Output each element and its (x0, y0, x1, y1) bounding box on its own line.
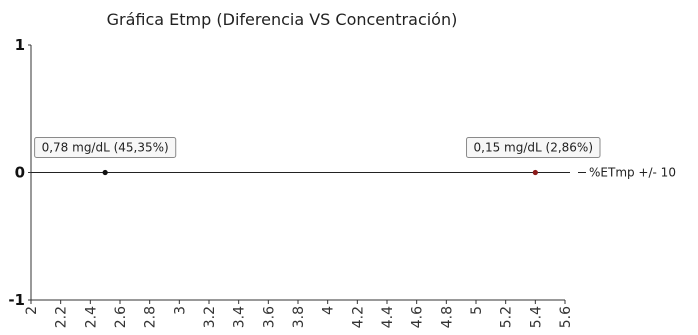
data-point-label: 0,15 mg/dL (2,86%) (474, 141, 593, 155)
data-point-marker (532, 169, 538, 176)
x-tick-label: 4.8 (439, 306, 455, 328)
legend-label: %ETmp +/- 10 (589, 166, 676, 180)
chart-title: Gráfica Etmp (Diferencia VS Concentració… (107, 10, 458, 29)
data-point-marker (102, 169, 108, 176)
y-tick-label: -1 (8, 291, 25, 309)
axes: 1 0 -12 2.2 2.4 2.6 2.8 3 3.2 3.4 3.6 3.8 4 4.2 4.4 4.6… (8, 36, 574, 328)
x-tick-label: 3.2 (202, 306, 218, 328)
data-point-1: 0,78 mg/dL (45,35%) (34, 137, 177, 176)
marks: 0,78 mg/dL (45,35%) 0,15 mg/dL (2,86%) (31, 137, 601, 176)
legend: %ETmp +/- 10 (578, 166, 676, 180)
x-tick-label: 2.6 (113, 306, 129, 328)
x-tick-label: 5.6 (558, 306, 574, 328)
data-point-callout (466, 137, 601, 158)
x-tick-label: 3 (172, 306, 188, 315)
x-tick-label: 5.4 (528, 306, 544, 328)
x-tick-label: 2.4 (83, 306, 99, 328)
x-tick-label: 2.8 (143, 306, 159, 328)
data-point-label: 0,78 mg/dL (45,35%) (42, 141, 169, 155)
x-tick-label: 3.6 (261, 306, 277, 328)
x-tick-label: 4.6 (410, 306, 426, 328)
x-tick-label: 4 (321, 306, 337, 315)
x-tick-label: 4.4 (380, 306, 396, 328)
x-tick-label: 4.2 (350, 306, 366, 328)
y-tick-label: 0 (15, 164, 25, 182)
x-tick-label: 2.2 (54, 306, 70, 328)
x-tick-label: 5 (469, 306, 485, 315)
data-point-2: 0,15 mg/dL (2,86%) (466, 137, 601, 176)
x-tick-label: 3.4 (232, 306, 248, 328)
x-tick-label: 2 (24, 306, 40, 315)
x-tick-label: 5.2 (499, 306, 515, 328)
data-point-callout (34, 137, 177, 158)
x-tick-label: 3.8 (291, 306, 307, 328)
y-tick-label: 1 (15, 36, 25, 54)
